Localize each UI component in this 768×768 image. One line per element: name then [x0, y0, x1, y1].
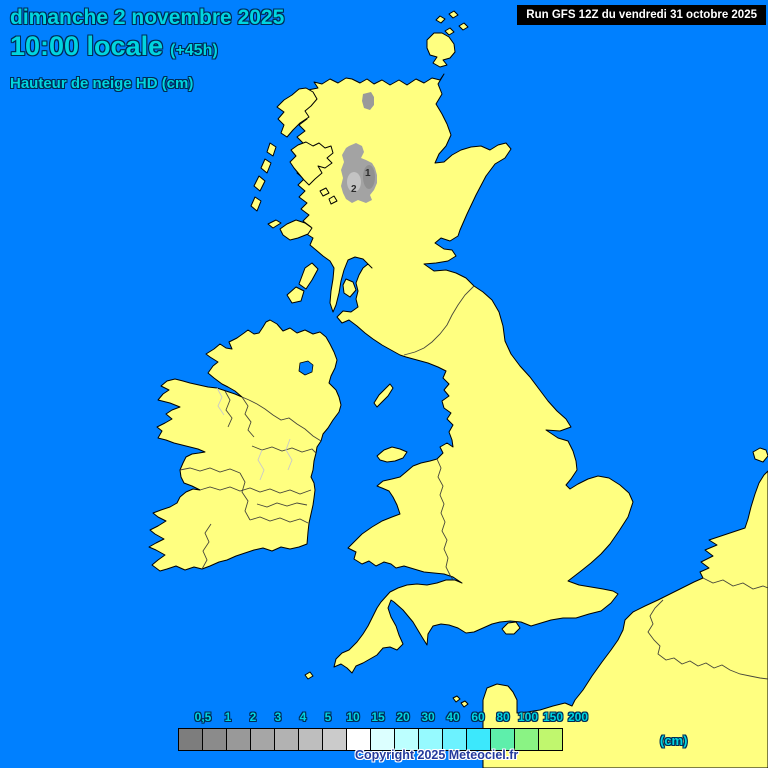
- forecast-hour-offset: (+45h): [170, 42, 218, 59]
- legend-tick-label: 1: [224, 710, 232, 724]
- scottish-islands: [250, 10, 469, 304]
- legend-tick-label: 5: [324, 710, 332, 724]
- copyright-notice: Copyright 2025 Meteociel.fr: [355, 748, 519, 762]
- scotland-england-border: [403, 285, 475, 356]
- legend-swatch: [202, 728, 227, 751]
- great-britain-landmass: [294, 73, 634, 674]
- legend-swatch: [538, 728, 563, 751]
- legend-tick-label: 0,5: [194, 710, 212, 724]
- northern-ireland-border: [241, 396, 322, 442]
- texel-island: [752, 447, 768, 463]
- legend-tick-label: 60: [471, 710, 485, 724]
- legend-tick-label: 10: [346, 710, 360, 724]
- forecast-time: 10:00 locale: [10, 31, 164, 61]
- wales-england-border: [436, 458, 454, 581]
- legend-swatch: [226, 728, 251, 751]
- legend-tick-label: 4: [299, 710, 307, 724]
- legend-swatch: [298, 728, 323, 751]
- legend-tick-label: 150: [542, 710, 564, 724]
- legend-tick-label: 80: [496, 710, 510, 724]
- legend-swatch: [250, 728, 275, 751]
- legend-tick-label: 40: [446, 710, 460, 724]
- anglesey: [376, 446, 408, 463]
- legend-swatch: [178, 728, 203, 751]
- channel-islands: [460, 700, 469, 708]
- legend-swatch: [274, 728, 299, 751]
- legend-tick-label: 3: [274, 710, 282, 724]
- variable-title: Hauteur de neige HD (cm): [10, 75, 194, 92]
- snow-value-label: 2: [351, 184, 357, 195]
- channel-islands: [452, 695, 461, 703]
- legend-unit-label: (cm): [660, 733, 688, 748]
- france-belgium-border: [647, 599, 768, 680]
- forecast-date: dimanche 2 novembre 2025: [10, 6, 285, 29]
- scilly-isles: [304, 671, 314, 680]
- legend-tick-label: 30: [421, 710, 435, 724]
- legend-tick-label: 2: [249, 710, 257, 724]
- ireland-landmass: [148, 319, 342, 572]
- legend-swatch-row: [178, 728, 563, 751]
- snow-value-label: 1: [365, 168, 371, 179]
- other-islands: [304, 383, 521, 708]
- continent-landmass: [482, 470, 768, 768]
- isle-of-man: [373, 383, 394, 408]
- internal-borders: [179, 285, 475, 581]
- snow-patch-light: [347, 172, 361, 192]
- map-header: dimanche 2 novembre 2025 10:00 locale (+…: [10, 6, 284, 92]
- lough-neagh: [298, 360, 314, 376]
- legend-tick-label: 100: [517, 710, 539, 724]
- color-scale-legend: 0,5 1 2 3 4 5 10 15 20 30 40 60 80 100 150 200: [178, 710, 588, 754]
- snow-patches: 1 2: [341, 92, 377, 203]
- snow-patch-dark: [363, 165, 375, 189]
- legend-swatch: [322, 728, 347, 751]
- snow-patch-north: [362, 92, 374, 110]
- legend-tick-label: 20: [396, 710, 410, 724]
- legend-tick-label: 200: [567, 710, 589, 724]
- isle-of-wight: [501, 621, 521, 635]
- model-run-info: Run GFS 12Z du vendredi 31 octobre 2025: [517, 5, 766, 25]
- belgium-netherlands-border: [702, 577, 768, 590]
- legend-tick-label: 15: [371, 710, 385, 724]
